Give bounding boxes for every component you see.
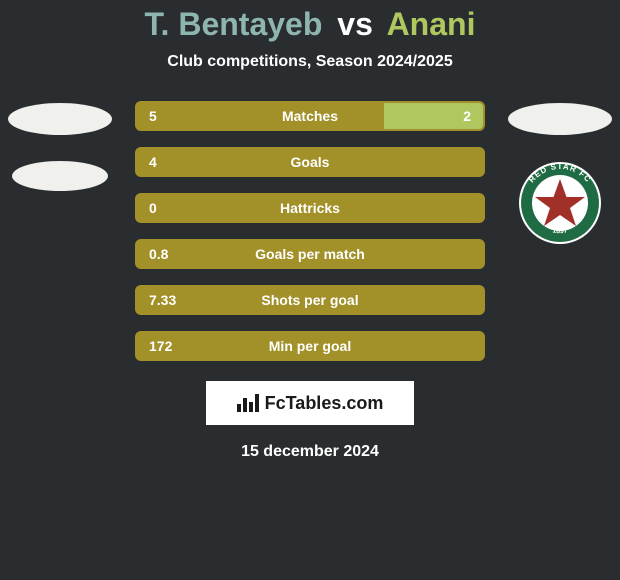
stat-label: Shots per goal: [137, 292, 483, 308]
stat-bar: 7.33Shots per goal: [135, 285, 485, 315]
player1-photo-placeholder: [8, 103, 112, 135]
date-text: 15 december 2024: [0, 443, 620, 461]
stat-label: Matches: [137, 108, 483, 124]
player1-club-placeholder: [12, 161, 108, 191]
right-column: RED STAR FC 1897: [500, 101, 620, 245]
player1-name: T. Bentayeb: [145, 6, 323, 42]
subtitle: Club competitions, Season 2024/2025: [0, 53, 620, 71]
red-star-fc-badge-icon: RED STAR FC 1897: [510, 161, 610, 245]
fctables-bars-icon: [237, 394, 259, 412]
stats-bars: 5Matches2 4Goals 0Hattricks 0.8Goals per ma…: [120, 101, 500, 361]
stat-bar: 4Goals: [135, 147, 485, 177]
player2-club-logo: RED STAR FC 1897: [510, 161, 610, 245]
stat-label: Goals: [137, 154, 483, 170]
stat-bar: 172Min per goal: [135, 331, 485, 361]
title-vs: vs: [337, 6, 373, 42]
stat-bar: 0.8Goals per match: [135, 239, 485, 269]
player2-photo-placeholder: [508, 103, 612, 135]
page-title: T. Bentayeb vs Anani: [0, 6, 620, 43]
left-column: [0, 101, 120, 191]
brand-box: FcTables.com: [206, 381, 414, 425]
stat-bar: 0Hattricks: [135, 193, 485, 223]
stat-label: Min per goal: [137, 338, 483, 354]
stat-label: Hattricks: [137, 200, 483, 216]
player2-name: Anani: [387, 6, 476, 42]
brand-text: FcTables.com: [265, 393, 384, 414]
root: T. Bentayeb vs Anani Club competitions, …: [0, 0, 620, 461]
stat-label: Goals per match: [137, 246, 483, 262]
main-grid: 5Matches2 4Goals 0Hattricks 0.8Goals per ma…: [0, 101, 620, 361]
stat-right-value: 2: [463, 108, 471, 124]
stat-bar: 5Matches2: [135, 101, 485, 131]
